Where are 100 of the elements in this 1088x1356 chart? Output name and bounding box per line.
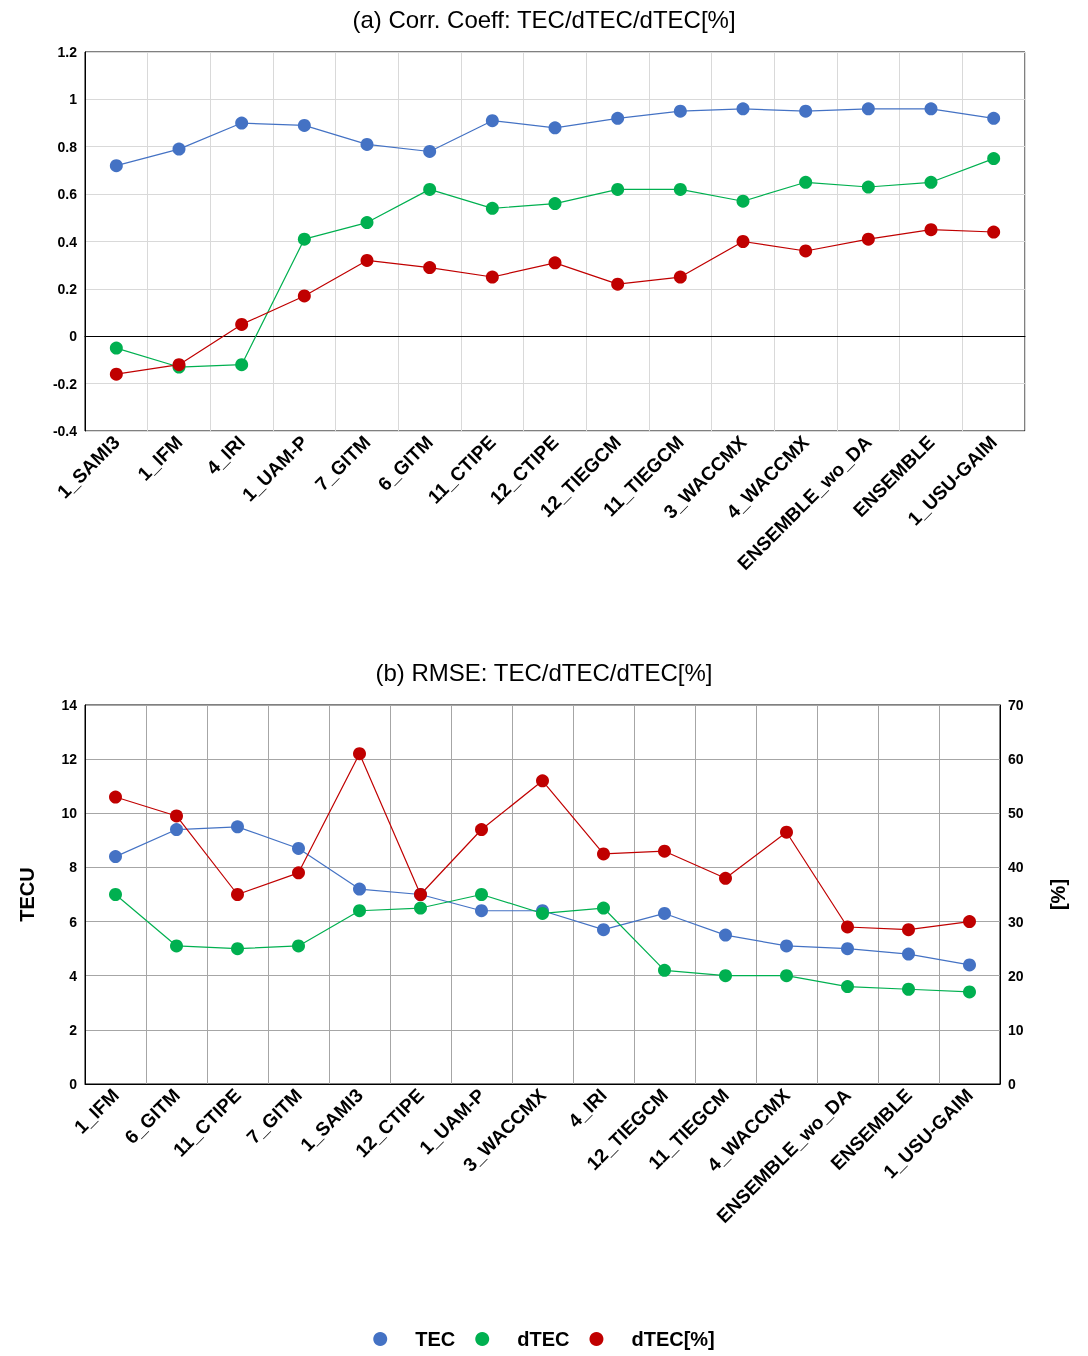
- point: [485, 270, 499, 284]
- y-tick-label: 14: [61, 697, 78, 713]
- point: [736, 102, 750, 116]
- y-tick-label: 10: [61, 805, 78, 822]
- point: [353, 747, 366, 761]
- legend-label: dTEC[%]: [631, 1328, 715, 1350]
- point: [719, 969, 732, 983]
- y2-tick-label: 40: [1008, 859, 1024, 876]
- y-tick-label: -0.2: [52, 375, 78, 392]
- legend-label: TEC: [415, 1328, 456, 1350]
- point: [861, 232, 875, 246]
- point: [109, 367, 123, 381]
- y2-tick-label: 30: [1008, 913, 1024, 930]
- point: [475, 888, 488, 901]
- y-tick-label: 4: [69, 967, 78, 984]
- point: [235, 358, 249, 372]
- point: [475, 823, 488, 837]
- point: [719, 871, 732, 885]
- point: [353, 904, 366, 918]
- y-tick-label: 1.2: [57, 44, 78, 60]
- point: [292, 866, 305, 880]
- point: [736, 194, 750, 208]
- point: [963, 958, 976, 972]
- y-tick-label: 0.6: [57, 186, 78, 203]
- y-tick-label: 2: [69, 1021, 78, 1038]
- point: [548, 197, 562, 211]
- point: [987, 225, 1001, 239]
- point: [414, 901, 427, 915]
- point: [597, 847, 610, 861]
- point: [423, 182, 437, 196]
- point: [297, 289, 311, 303]
- point: [485, 201, 499, 215]
- point: [360, 216, 374, 230]
- point: [597, 923, 610, 937]
- point: [475, 904, 488, 918]
- point: [172, 142, 186, 156]
- point: [109, 790, 122, 804]
- point: [611, 277, 625, 291]
- point: [235, 116, 249, 130]
- point: [231, 820, 244, 834]
- point: [231, 942, 244, 956]
- point: [658, 963, 671, 977]
- point: [658, 844, 671, 858]
- y-tick-label: 0.4: [57, 233, 78, 250]
- point: [353, 882, 366, 896]
- point: [170, 809, 183, 823]
- y2-tick-label: 10: [1008, 1021, 1024, 1038]
- point: [109, 850, 122, 864]
- point: [548, 256, 562, 270]
- point: [924, 102, 938, 116]
- point: [902, 923, 915, 937]
- y-tick-label: 8: [69, 859, 78, 876]
- point: [536, 774, 549, 788]
- point: [423, 144, 437, 158]
- point: [611, 182, 625, 196]
- point: [841, 920, 854, 934]
- point: [673, 182, 687, 196]
- point: [170, 939, 183, 953]
- y-tick-label: 0.8: [57, 138, 78, 155]
- y-axis-title: TECU: [16, 867, 38, 922]
- point: [673, 104, 687, 118]
- y2-tick-label: 50: [1008, 805, 1024, 822]
- point: [231, 888, 244, 901]
- point: [292, 939, 305, 953]
- y2-tick-label: 20: [1008, 967, 1024, 984]
- point: [799, 104, 813, 118]
- y2-tick-label: 0: [1008, 1076, 1016, 1092]
- point: [719, 928, 732, 942]
- point: [360, 253, 374, 267]
- y2-tick-label: 60: [1008, 751, 1024, 768]
- point: [799, 244, 813, 258]
- point: [987, 111, 1001, 125]
- point: [780, 939, 793, 953]
- point: [987, 152, 1001, 166]
- chart-title: (b) RMSE: TEC/dTEC/dTEC[%]: [375, 658, 713, 686]
- y-tick-label: 0: [69, 1076, 78, 1092]
- y-tick-label: 1: [69, 91, 78, 108]
- point: [841, 980, 854, 994]
- point: [780, 969, 793, 983]
- y-tick-label: -0.4: [52, 423, 78, 439]
- y2-axis-title: [%]: [1047, 878, 1069, 911]
- point: [673, 270, 687, 284]
- point: [963, 915, 976, 929]
- point: [658, 906, 671, 920]
- point: [360, 137, 374, 151]
- y-tick-label: 6: [69, 913, 78, 930]
- point: [963, 985, 976, 999]
- point: [736, 235, 750, 248]
- y-tick-label: 0.2: [57, 280, 78, 297]
- point: [861, 180, 875, 194]
- point: [861, 102, 875, 116]
- point: [924, 223, 938, 237]
- point: [297, 118, 311, 132]
- point: [902, 982, 915, 996]
- legend-label: dTEC: [517, 1328, 570, 1350]
- point: [780, 825, 793, 839]
- point: [611, 111, 625, 125]
- point: [423, 261, 437, 275]
- point: [841, 942, 854, 956]
- y2-tick-label: 70: [1008, 697, 1024, 713]
